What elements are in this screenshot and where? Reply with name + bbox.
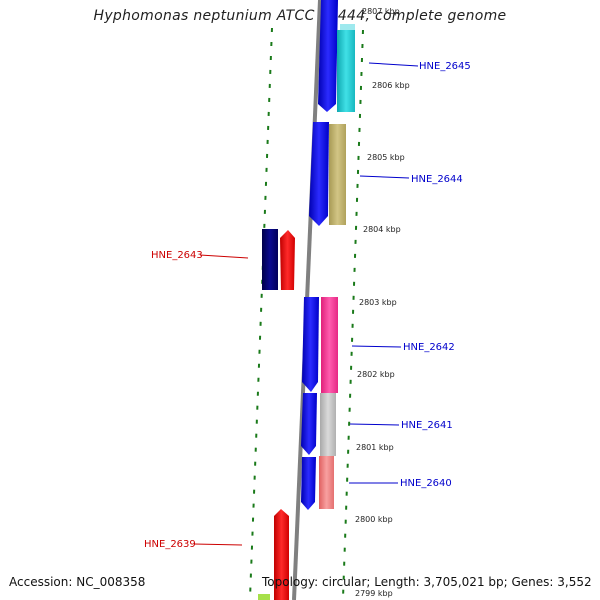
cds-reverse-block[interactable] [262,229,278,290]
tick-label: 2803 kbp [359,298,397,307]
accession-text: Accession: NC_008358 [9,575,146,589]
gene-hne-2644[interactable] [329,124,346,225]
gene-hne-2641[interactable] [320,393,336,456]
reverse-cds-track [258,229,295,600]
tick-label: 2799 kbp [355,589,393,598]
cds-arrow[interactable] [302,297,319,392]
gene-hne-2645-tip [340,24,355,30]
inner-tick-rail [249,27,273,599]
gene-label-hne-2643[interactable]: HNE_2643 [151,250,203,261]
label-leaders [193,62,419,546]
gene-hne-2645[interactable] [337,30,355,112]
cds-arrow[interactable] [309,122,329,226]
gene-label-hne-2639[interactable]: HNE_2639 [144,539,196,550]
tick-label: 2806 kbp [372,81,410,90]
gene-hne-2639[interactable] [274,509,289,600]
gene-label-hne-2640[interactable]: HNE_2640 [400,478,452,489]
tick-label: 2802 kbp [357,370,395,379]
cds-arrow[interactable] [301,393,317,455]
tick-label: 2801 kbp [356,443,394,452]
gene-label-hne-2644[interactable]: HNE_2644 [411,174,463,185]
tick-label: 2804 kbp [363,225,401,234]
gene-label-hne-2645[interactable]: HNE_2645 [419,61,471,72]
cds-arrow[interactable] [301,457,316,510]
gene-hne-2640[interactable] [319,456,334,509]
cds-arrow[interactable] [318,0,338,112]
gene-hne-2642[interactable] [321,297,338,393]
outer-tick-rail [342,29,364,599]
gene-label-hne-2641[interactable]: HNE_2641 [401,420,453,431]
forward-cds-track [301,0,338,510]
gene-hne-2643[interactable] [280,230,295,290]
tick-label: 2805 kbp [367,153,405,162]
gene-labels: HNE_2645 HNE_2644 HNE_2643 HNE_2642 HNE_… [144,61,471,550]
genome-summary-text: Topology: circular; Length: 3,705,021 bp… [262,575,592,589]
gene-label-hne-2642[interactable]: HNE_2642 [403,342,455,353]
tick-label: 2807 kbp [362,7,400,16]
named-genes-track [319,24,355,509]
map-title: Hyphomonas neptunium ATCC 15444, complet… [93,8,507,24]
tick-label: 2800 kbp [355,515,393,524]
tick-labels: 2807 kbp 2806 kbp 2805 kbp 2804 kbp 2803… [355,7,410,598]
cds-reverse-partial[interactable] [258,594,270,600]
